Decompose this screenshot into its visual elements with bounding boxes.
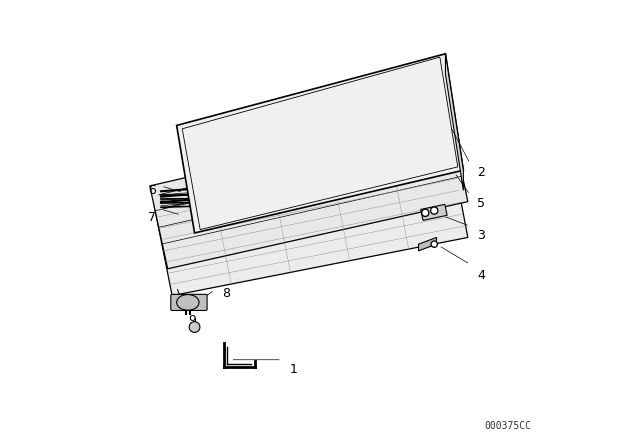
Polygon shape (419, 237, 436, 251)
Circle shape (422, 209, 429, 216)
Polygon shape (177, 54, 463, 233)
Text: 3: 3 (477, 228, 485, 242)
FancyBboxPatch shape (171, 294, 207, 310)
Circle shape (433, 242, 436, 246)
Text: 7: 7 (148, 211, 156, 224)
Circle shape (189, 322, 200, 332)
Circle shape (431, 207, 438, 214)
Circle shape (432, 208, 436, 213)
Bar (420, 204, 447, 220)
Ellipse shape (177, 295, 199, 310)
Text: 6: 6 (148, 184, 156, 197)
Text: 000375CC: 000375CC (484, 421, 532, 431)
Text: 4: 4 (477, 269, 485, 282)
Text: 2: 2 (477, 166, 485, 179)
Circle shape (431, 241, 437, 247)
Text: 5: 5 (477, 197, 485, 211)
Circle shape (423, 211, 428, 215)
Text: 1: 1 (289, 363, 297, 376)
Text: 9: 9 (188, 314, 196, 327)
Polygon shape (445, 54, 463, 190)
Text: 8: 8 (222, 287, 230, 300)
Polygon shape (150, 116, 468, 269)
Polygon shape (154, 143, 468, 296)
